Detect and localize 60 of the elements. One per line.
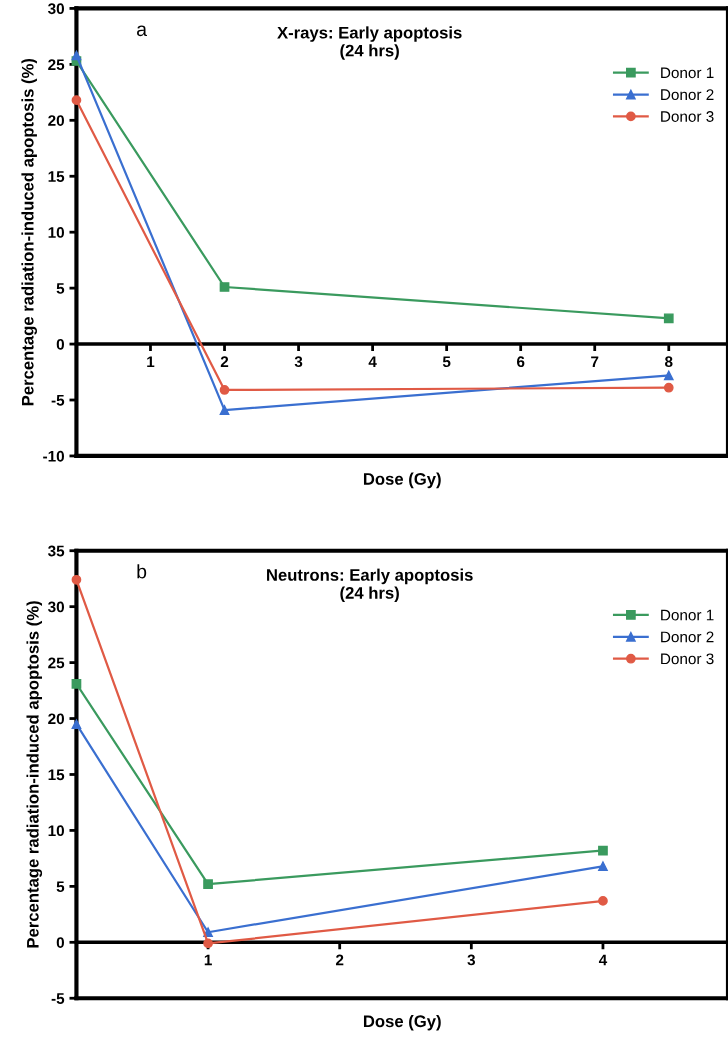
text: Neutrons: Early apoptosis (24 hrs): [267, 568, 473, 603]
y-tick-label: 25: [48, 59, 65, 71]
x-tick-label: 3: [294, 356, 303, 368]
y-axis-title: Percentage radiation-induced apoptosis (%): [26, 601, 43, 948]
y-tick-label: 10: [48, 825, 65, 837]
x-tick-label: 1: [147, 356, 155, 367]
x-axis-title: Dose (Gy): [363, 472, 441, 489]
x-tick-label: 4: [368, 356, 377, 367]
x-tick-label: 8: [665, 356, 673, 368]
y-tick-label: 15: [48, 769, 65, 781]
y-tick-label: 10: [48, 227, 65, 238]
point: [219, 282, 230, 292]
y-tick-label: 20: [48, 115, 65, 126]
point: [203, 938, 213, 949]
x-tick-label: 5: [442, 356, 451, 368]
point: [598, 861, 608, 872]
point: [203, 879, 213, 889]
y-tick-label: 30: [47, 601, 65, 613]
y-tick-label: -10: [43, 450, 65, 462]
y-tick-label: 35: [47, 545, 65, 557]
x-tick-label: 2: [335, 954, 344, 966]
point: [598, 896, 608, 906]
legend-label: Donor 1: [661, 609, 714, 621]
legend-label: Donor 3: [661, 111, 714, 122]
legend-label: Donor 2: [661, 89, 714, 101]
x-tick-label: 7: [591, 356, 599, 367]
x-tick-label: 4: [598, 954, 608, 966]
point: [71, 678, 82, 689]
point: [598, 845, 608, 856]
y-tick-label: 0: [56, 937, 65, 948]
y-tick-label: 25: [48, 657, 65, 669]
x-tick-label: 1: [204, 954, 212, 966]
point: [71, 574, 82, 585]
y-tick-label: 15: [48, 171, 65, 182]
y-tick-label: 5: [56, 283, 65, 294]
point: [219, 385, 230, 395]
y-tick-label: 20: [48, 713, 65, 725]
y-tick-label: -5: [51, 395, 65, 406]
text: X-rays: Early apoptosis (24 hrs): [277, 26, 462, 60]
legend-label: Donor 1: [661, 67, 714, 79]
y-axis-title: Percentage radiation-induced apoptosis (%): [21, 58, 37, 406]
y-tick-label: 30: [47, 3, 65, 15]
x-tick-label: 6: [517, 356, 525, 368]
y-tick-label: 5: [56, 881, 65, 893]
point: [71, 95, 82, 106]
legend-label: Donor 2: [661, 631, 714, 643]
x-tick-label: 3: [467, 954, 476, 966]
y-tick-label: -5: [51, 993, 65, 1004]
point: [71, 719, 82, 729]
point: [663, 382, 674, 393]
annotation: b: [137, 564, 147, 579]
point: [219, 405, 230, 415]
x-tick-label: 2: [220, 356, 229, 367]
annotation: a: [137, 25, 147, 37]
point: [663, 370, 674, 381]
point: [71, 50, 82, 61]
legend-label: Donor 3: [661, 653, 714, 665]
point: [663, 313, 674, 324]
y-tick-label: 0: [56, 338, 65, 350]
x-axis-title: Dose (Gy): [363, 1014, 441, 1031]
